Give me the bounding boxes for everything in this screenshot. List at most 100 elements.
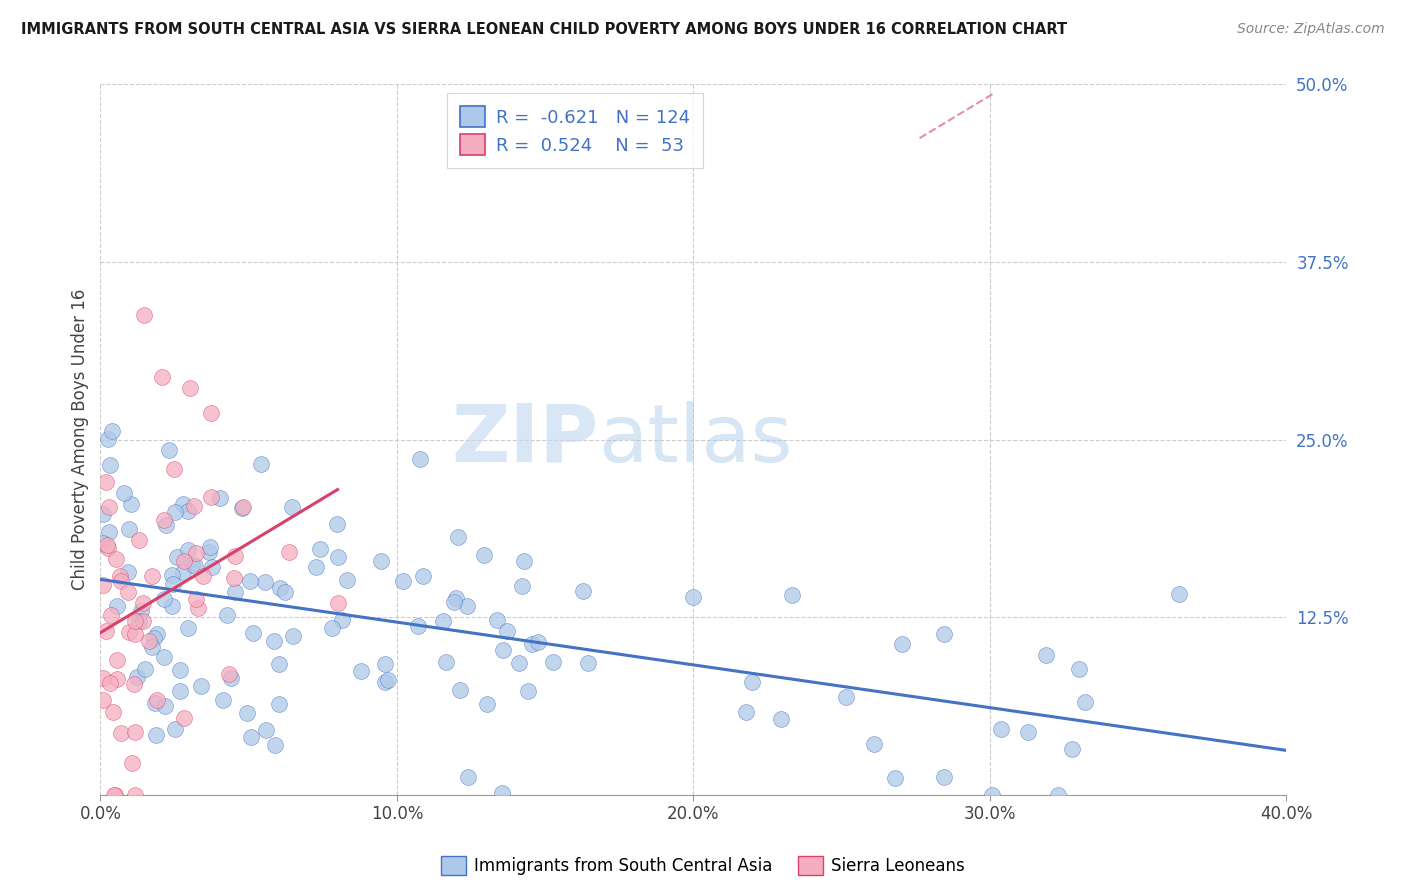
Point <box>200 405 222 419</box>
Point <box>412 568 434 582</box>
Point <box>409 452 432 467</box>
Point <box>734 706 756 720</box>
Point <box>682 590 704 604</box>
Point <box>152 592 174 607</box>
Point <box>305 560 328 574</box>
Text: ZIP: ZIP <box>451 401 599 479</box>
Point <box>98 676 121 690</box>
Point <box>98 500 121 514</box>
Point <box>224 549 246 563</box>
Point <box>330 613 353 627</box>
Point <box>492 643 515 657</box>
Point <box>162 462 184 476</box>
Point <box>457 770 479 784</box>
Point <box>91 536 114 550</box>
Point <box>513 554 536 568</box>
Point <box>770 712 793 726</box>
Point <box>520 637 543 651</box>
Point <box>120 497 142 511</box>
Point <box>201 560 224 574</box>
Point <box>173 554 195 568</box>
Point <box>143 696 166 710</box>
Point <box>91 692 114 706</box>
Point <box>160 599 183 614</box>
Point <box>105 653 128 667</box>
Point <box>249 457 271 471</box>
Point <box>374 657 396 671</box>
Point <box>124 627 146 641</box>
Point <box>780 588 803 602</box>
Point <box>236 706 259 720</box>
Point <box>218 667 240 681</box>
Point <box>186 592 208 607</box>
Point <box>129 604 152 618</box>
Point <box>117 565 139 579</box>
Point <box>157 443 180 458</box>
Point <box>1074 695 1097 709</box>
Point <box>184 546 207 560</box>
Point <box>377 673 399 687</box>
Point <box>153 649 176 664</box>
Point <box>103 788 125 802</box>
Point <box>224 571 246 585</box>
Point <box>105 551 128 566</box>
Point <box>308 542 330 557</box>
Point <box>160 567 183 582</box>
Point <box>221 671 243 685</box>
Point <box>890 637 912 651</box>
Point <box>240 730 263 744</box>
Point <box>112 485 135 500</box>
Point <box>132 596 155 610</box>
Point <box>98 524 121 539</box>
Point <box>97 541 120 556</box>
Point <box>232 500 254 515</box>
Point <box>326 596 349 610</box>
Point <box>122 677 145 691</box>
Point <box>264 738 287 752</box>
Point <box>1017 724 1039 739</box>
Point <box>741 674 763 689</box>
Point <box>1067 662 1090 676</box>
Point <box>510 579 533 593</box>
Point <box>104 788 127 802</box>
Point <box>934 771 956 785</box>
Point <box>208 491 231 505</box>
Point <box>181 558 204 572</box>
Point <box>374 674 396 689</box>
Point <box>231 501 253 516</box>
Point <box>141 569 163 583</box>
Point <box>187 600 209 615</box>
Point <box>541 656 564 670</box>
Text: IMMIGRANTS FROM SOUTH CENTRAL ASIA VS SIERRA LEONEAN CHILD POVERTY AMONG BOYS UN: IMMIGRANTS FROM SOUTH CENTRAL ASIA VS SI… <box>21 22 1067 37</box>
Point <box>491 786 513 800</box>
Point <box>336 573 359 587</box>
Point <box>267 697 290 711</box>
Point <box>183 559 205 574</box>
Point <box>326 549 349 564</box>
Point <box>406 619 429 633</box>
Point <box>94 624 117 639</box>
Point <box>134 662 156 676</box>
Point <box>200 540 222 554</box>
Point <box>526 634 548 648</box>
Text: Source: ZipAtlas.com: Source: ZipAtlas.com <box>1237 22 1385 37</box>
Text: atlas: atlas <box>599 401 793 479</box>
Point <box>117 585 139 599</box>
Point <box>146 626 169 640</box>
Point <box>517 683 540 698</box>
Point <box>165 505 187 519</box>
Point <box>177 504 200 518</box>
Point <box>162 577 184 591</box>
Point <box>172 497 194 511</box>
Point <box>932 627 955 641</box>
Point <box>472 548 495 562</box>
Point <box>110 726 132 740</box>
Point <box>447 530 470 544</box>
Point <box>96 538 118 552</box>
Point <box>98 458 121 472</box>
Point <box>166 549 188 564</box>
Point <box>572 583 595 598</box>
Point <box>169 663 191 677</box>
Point <box>101 705 124 719</box>
Point <box>145 728 167 742</box>
